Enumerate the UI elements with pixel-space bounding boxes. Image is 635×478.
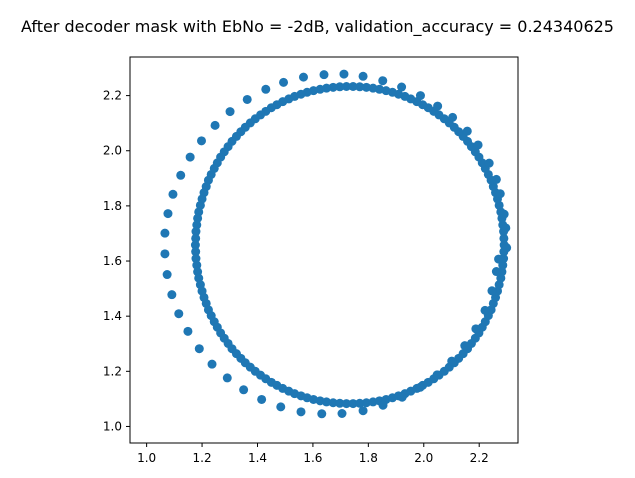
data-point — [378, 76, 388, 86]
data-point — [207, 359, 217, 369]
data-point — [239, 385, 249, 395]
data-point — [355, 82, 365, 92]
data-point — [279, 77, 289, 87]
data-point — [160, 228, 170, 238]
data-point — [298, 72, 308, 82]
chart-title: After decoder mask with EbNo = -2dB, val… — [21, 17, 614, 37]
x-tick-label: 1.6 — [303, 451, 322, 465]
data-point — [502, 243, 512, 253]
plot-frame — [129, 56, 519, 444]
data-point — [358, 71, 368, 81]
data-point — [174, 309, 184, 319]
data-point — [491, 267, 501, 277]
x-tick-label: 2.0 — [414, 451, 433, 465]
data-point — [415, 382, 425, 392]
data-point — [348, 82, 358, 91]
data-point — [480, 305, 490, 315]
data-points — [160, 69, 512, 419]
data-point — [462, 126, 472, 136]
y-axis: 1.0 1.2 1.4 1.6 1.8 2.0 2.2 — [103, 89, 130, 433]
data-point — [397, 82, 407, 92]
data-point — [190, 240, 200, 250]
data-point — [337, 409, 347, 418]
data-point — [257, 394, 267, 404]
data-point — [341, 82, 351, 91]
data-point — [192, 220, 202, 230]
data-point — [491, 174, 501, 184]
data-point — [261, 84, 271, 94]
data-point — [473, 140, 483, 150]
data-point — [163, 209, 173, 219]
y-tick-label: 2.2 — [103, 89, 122, 103]
data-point — [191, 233, 201, 243]
data-point — [339, 69, 349, 79]
data-point — [167, 290, 177, 300]
data-point — [361, 398, 371, 408]
y-tick-label: 1.8 — [103, 199, 122, 213]
data-point — [368, 83, 378, 93]
data-point — [197, 136, 206, 146]
data-point — [321, 397, 331, 407]
data-point — [276, 402, 286, 412]
data-point — [361, 82, 371, 92]
data-point — [191, 227, 201, 237]
data-point — [225, 107, 235, 117]
data-point — [355, 398, 365, 408]
data-point — [484, 158, 494, 168]
y-tick-label: 1.2 — [103, 364, 122, 378]
data-point — [160, 249, 170, 259]
y-tick-label: 1.4 — [103, 309, 122, 323]
data-point — [185, 152, 195, 162]
x-tick-label: 1.4 — [248, 451, 267, 465]
x-axis: 1.0 1.2 1.4 1.6 1.8 2.0 2.2 — [137, 443, 489, 465]
data-point — [487, 286, 497, 296]
x-tick-label: 1.8 — [359, 451, 378, 465]
data-point — [335, 398, 345, 408]
data-point — [210, 120, 220, 130]
x-tick-label: 1.0 — [137, 451, 156, 465]
y-tick-label: 1.6 — [103, 254, 122, 268]
data-point — [358, 406, 368, 416]
data-point — [176, 170, 186, 180]
data-point — [471, 324, 481, 334]
data-point — [432, 370, 442, 380]
data-point — [192, 260, 202, 270]
y-tick-label: 1.0 — [103, 419, 122, 433]
data-point — [242, 94, 252, 104]
data-point — [191, 247, 201, 257]
plot-area — [130, 57, 518, 443]
data-point — [499, 233, 509, 243]
data-point — [494, 254, 504, 264]
data-point — [433, 101, 443, 111]
data-point — [328, 398, 338, 408]
data-point — [397, 392, 407, 402]
data-point — [448, 112, 458, 122]
data-point — [319, 70, 329, 80]
data-point — [317, 409, 327, 419]
data-point — [501, 223, 511, 233]
data-point — [191, 254, 201, 264]
data-point — [348, 399, 358, 409]
x-tick-label: 2.2 — [470, 451, 489, 465]
data-point — [168, 189, 178, 199]
data-point — [328, 82, 338, 92]
data-point — [222, 373, 232, 383]
data-point — [499, 209, 509, 219]
data-point — [495, 189, 505, 199]
data-point — [193, 213, 203, 223]
data-point — [415, 91, 425, 101]
data-point — [183, 326, 193, 336]
data-point — [335, 82, 345, 92]
x-tick-label: 1.2 — [193, 451, 212, 465]
data-point — [162, 270, 172, 280]
data-point — [378, 400, 388, 410]
data-point — [447, 356, 457, 366]
data-point — [341, 399, 351, 409]
data-point — [296, 407, 306, 417]
y-tick-label: 2.0 — [103, 144, 122, 158]
data-point — [194, 344, 204, 354]
data-point — [460, 341, 470, 351]
